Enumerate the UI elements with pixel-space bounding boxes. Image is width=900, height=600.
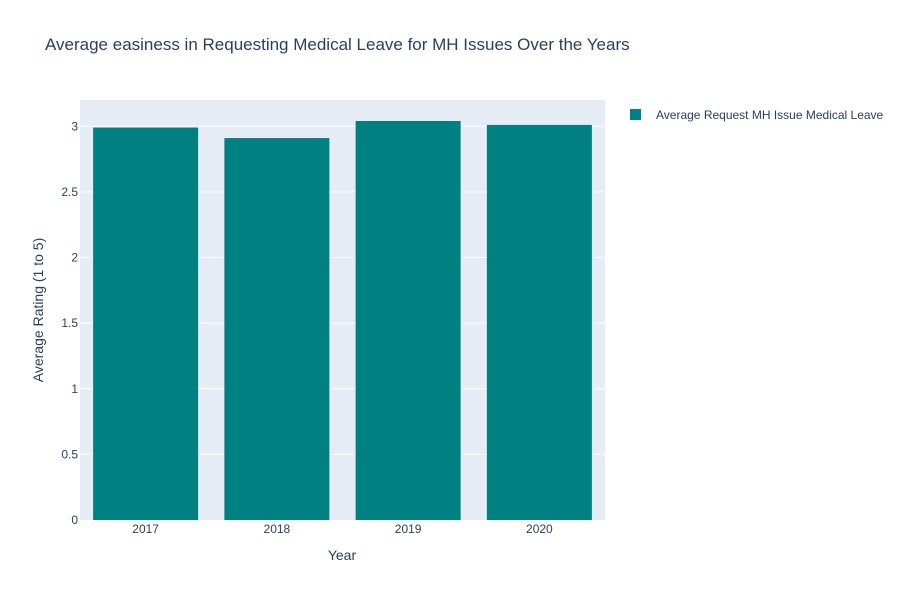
y-tick-label: 1 <box>71 382 78 396</box>
x-tick-label: 2019 <box>395 522 422 536</box>
legend[interactable]: Average Request MH Issue Medical Leave <box>630 108 884 122</box>
x-tick-label: 2018 <box>264 522 291 536</box>
y-tick-label: 0 <box>71 513 78 527</box>
y-tick-label: 2.5 <box>61 185 78 199</box>
x-tick-label: 2020 <box>526 522 553 536</box>
legend-swatch[interactable] <box>630 109 641 120</box>
y-tick-label: 0.5 <box>61 447 78 461</box>
x-tick-label: 2017 <box>132 522 159 536</box>
x-axis-ticks: 2017 2018 2019 2020 <box>132 522 553 536</box>
bars <box>93 121 592 520</box>
x-axis-title: Year <box>328 547 357 563</box>
bar-2019[interactable] <box>355 121 461 520</box>
y-axis-title: Average Rating (1 to 5) <box>30 238 46 383</box>
y-tick-label: 3 <box>71 119 78 133</box>
y-axis-ticks: 0 0.5 1 1.5 2 2.5 3 <box>61 119 78 527</box>
bar-2020[interactable] <box>486 124 592 520</box>
legend-label[interactable]: Average Request MH Issue Medical Leave <box>656 108 884 122</box>
y-tick-label: 2 <box>71 251 78 265</box>
y-tick-label: 1.5 <box>61 316 78 330</box>
bar-2018[interactable] <box>224 138 330 520</box>
chart-title: Average easiness in Requesting Medical L… <box>45 35 630 54</box>
bar-2017[interactable] <box>93 127 199 520</box>
